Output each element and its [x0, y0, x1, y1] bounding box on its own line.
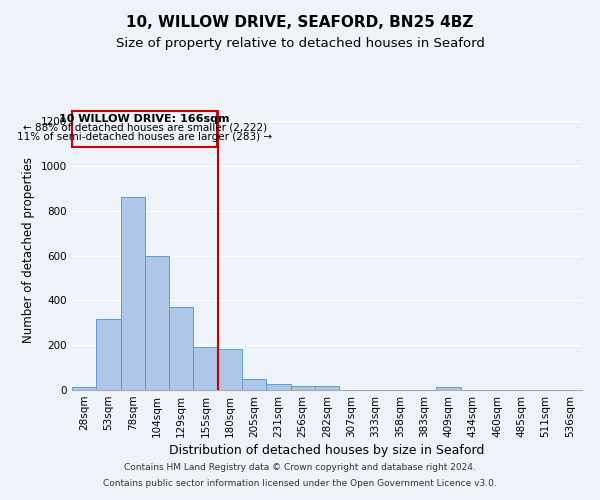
Bar [193, 348, 218, 390]
Bar [218, 348, 242, 390]
Bar [72, 111, 217, 147]
Text: 10, WILLOW DRIVE, SEAFORD, BN25 4BZ: 10, WILLOW DRIVE, SEAFORD, BN25 4BZ [127, 15, 473, 30]
Text: 11% of semi-detached houses are larger (283) →: 11% of semi-detached houses are larger (… [17, 132, 272, 141]
Bar [315, 386, 339, 390]
Bar [96, 320, 121, 390]
X-axis label: Distribution of detached houses by size in Seaford: Distribution of detached houses by size … [169, 444, 485, 457]
Bar [436, 386, 461, 390]
Text: ← 88% of detached houses are smaller (2,222): ← 88% of detached houses are smaller (2,… [23, 123, 266, 133]
Bar [72, 386, 96, 390]
Bar [145, 256, 169, 390]
Text: Size of property relative to detached houses in Seaford: Size of property relative to detached ho… [116, 38, 484, 51]
Bar [169, 307, 193, 390]
Bar [266, 384, 290, 390]
Text: 10 WILLOW DRIVE: 166sqm: 10 WILLOW DRIVE: 166sqm [59, 114, 230, 124]
Bar [290, 386, 315, 390]
Text: Contains public sector information licensed under the Open Government Licence v3: Contains public sector information licen… [103, 478, 497, 488]
Y-axis label: Number of detached properties: Number of detached properties [22, 157, 35, 343]
Text: Contains HM Land Registry data © Crown copyright and database right 2024.: Contains HM Land Registry data © Crown c… [124, 464, 476, 472]
Bar [121, 198, 145, 390]
Bar [242, 379, 266, 390]
